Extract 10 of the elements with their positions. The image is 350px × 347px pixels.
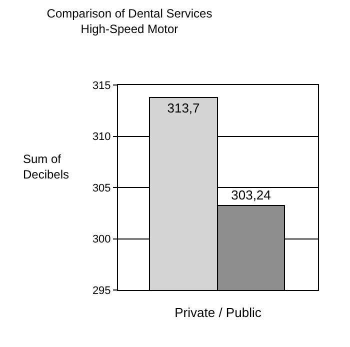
y-tick-label: 315 [92, 80, 111, 92]
y-axis-title: Sum of Decibels [23, 152, 70, 182]
y-tick-label: 295 [92, 284, 111, 297]
y-tick-label: 305 [92, 182, 111, 194]
y-tick-label: 310 [92, 131, 111, 144]
x-axis-title: Private / Public [174, 304, 262, 320]
data-label: 303,24 [231, 188, 271, 202]
chart-title: Comparison of Dental Services High-Speed Motor [46, 6, 212, 36]
data-label: 313,7 [167, 100, 200, 116]
y-tick-label: 300 [92, 234, 111, 246]
